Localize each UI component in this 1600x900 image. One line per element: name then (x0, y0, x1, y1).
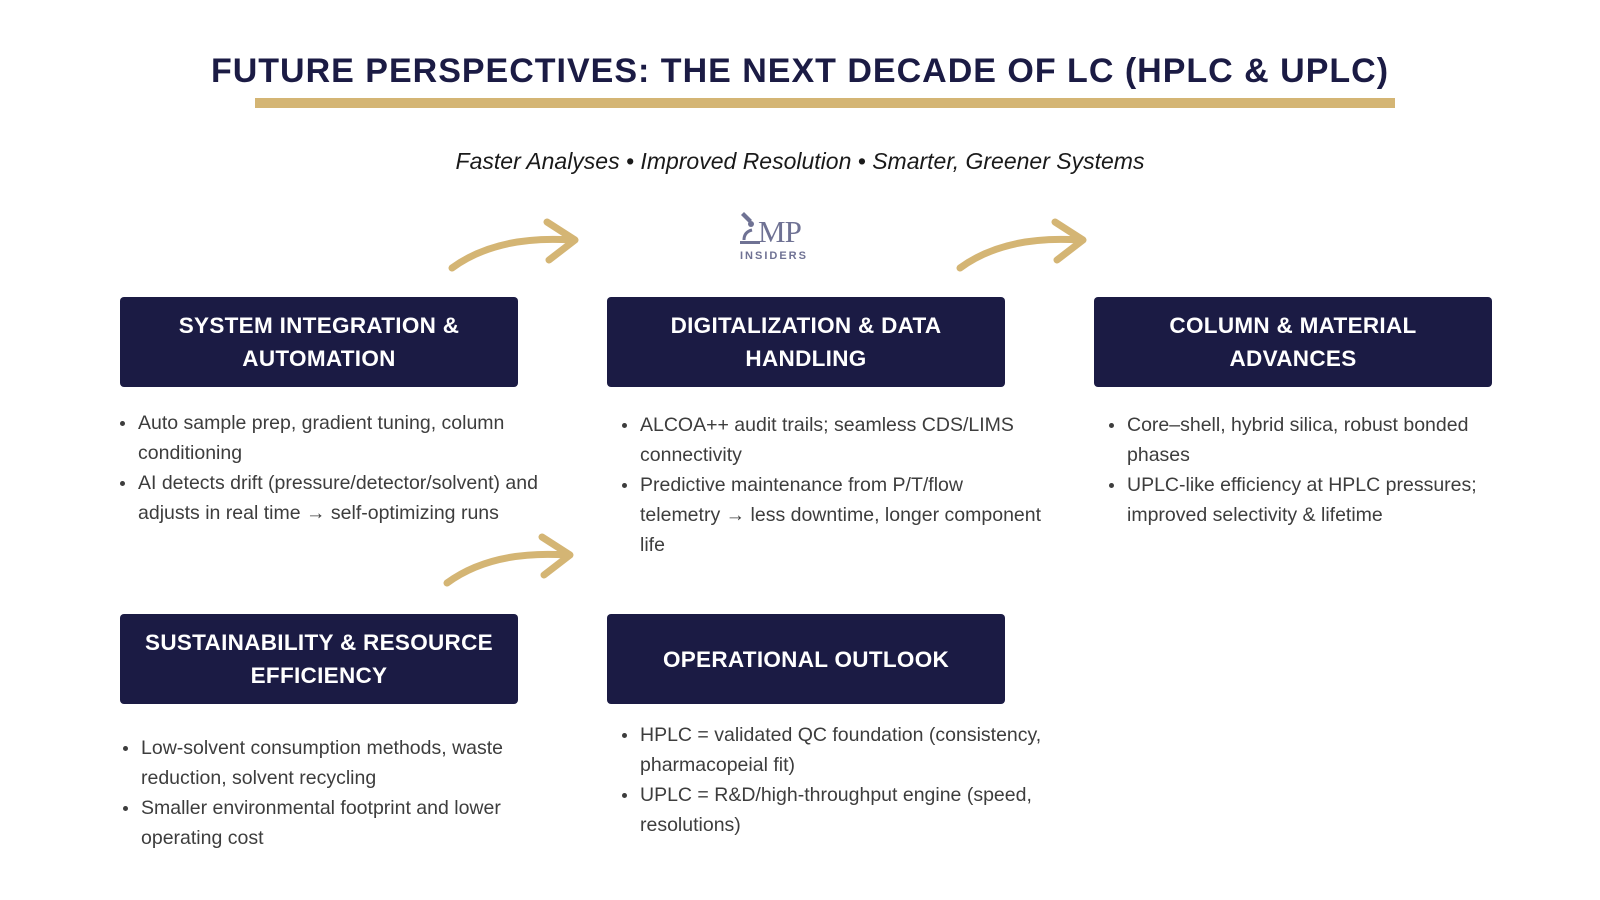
bullet-list-digitalization: ALCOA++ audit trails; seamless CDS/LIMS … (622, 410, 1042, 560)
logo-text: MP (758, 214, 802, 249)
section-header-sustainability: SUSTAINABILITY & RESOURCE EFFICIENCY (120, 614, 518, 704)
curved-arrow-icon (448, 218, 579, 272)
bullet-item: HPLC = validated QC foundation (consiste… (622, 720, 1062, 780)
section-header-operational-outlook: OPERATIONAL OUTLOOK (607, 614, 1005, 704)
title-underline (255, 98, 1395, 108)
microscope-logo-icon (740, 212, 760, 244)
bullet-item: UPLC-like efficiency at HPLC pressures; … (1109, 470, 1509, 530)
bullet-item: ALCOA++ audit trails; seamless CDS/LIMS … (622, 410, 1042, 470)
company-logo: MP INSIDERS (738, 210, 818, 264)
logo-subtext: INSIDERS (740, 250, 808, 262)
bullet-item: UPLC = R&D/high-throughput engine (speed… (622, 780, 1062, 840)
section-header-system-integration: SYSTEM INTEGRATION & AUTOMATION (120, 297, 518, 387)
bullet-item: Auto sample prep, gradient tuning, colum… (120, 408, 540, 468)
curved-arrow-icon (443, 533, 574, 587)
bullet-list-sustainability: Low-solvent consumption methods, waste r… (123, 733, 543, 853)
page-subtitle: Faster Analyses • Improved Resolution • … (455, 148, 1145, 174)
curved-arrow-icon (956, 218, 1087, 272)
bullet-item: Smaller environmental footprint and lowe… (123, 793, 543, 853)
bullet-list-operational-outlook: HPLC = validated QC foundation (consiste… (622, 720, 1062, 840)
page-title: FUTURE PERSPECTIVES: THE NEXT DECADE OF … (210, 52, 1390, 90)
bullet-item: Low-solvent consumption methods, waste r… (123, 733, 543, 793)
bullet-item: AI detects drift (pressure/detector/solv… (120, 468, 540, 528)
section-header-digitalization: DIGITALIZATION & DATA HANDLING (607, 297, 1005, 387)
bullet-item: Core–shell, hybrid silica, robust bonded… (1109, 410, 1509, 470)
bullet-list-column-material: Core–shell, hybrid silica, robust bonded… (1109, 410, 1509, 530)
section-header-column-material: COLUMN & MATERIAL ADVANCES (1094, 297, 1492, 387)
bullet-list-system-integration: Auto sample prep, gradient tuning, colum… (120, 408, 540, 528)
bullet-item: Predictive maintenance from P/T/flow tel… (622, 470, 1042, 560)
